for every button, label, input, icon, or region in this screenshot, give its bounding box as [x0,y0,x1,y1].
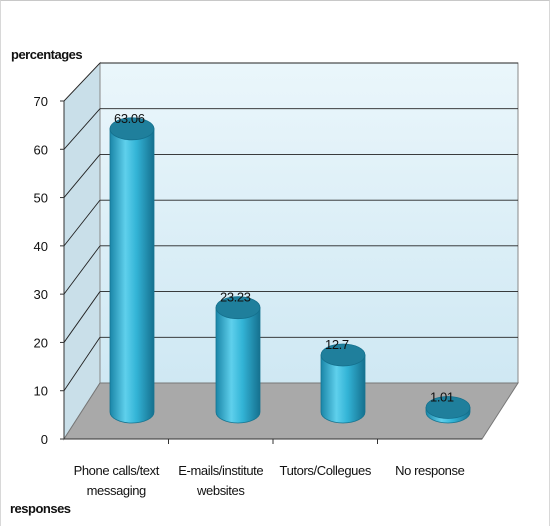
y-tick-label: 20 [34,335,48,350]
category-label: Phone calls/text [74,463,160,478]
data-label: 63.06 [114,111,145,126]
bar-body [320,354,366,424]
y-tick-label: 70 [34,94,48,109]
category-label: websites [196,483,245,498]
bar [425,396,471,424]
bar-top [215,296,261,320]
category-label: messaging [87,483,146,498]
category-label: E-mails/institute [178,463,263,478]
category-label: No response [395,463,464,478]
back-wall [99,62,519,384]
y-tick-label: 40 [34,239,48,254]
y-tick-label: 60 [34,142,48,157]
gridline-side [63,245,101,295]
y-tick-label: 50 [34,191,48,206]
bar [109,117,155,424]
bar-top [425,396,471,419]
gridline-side [63,291,101,343]
bar-top [109,117,155,141]
category-label: Tutors/Collegues [280,463,372,478]
bar-body [109,128,155,424]
y-tick-label: 30 [34,287,48,302]
bar-body [215,307,261,424]
gridline-side [63,199,101,247]
y-tick-label: 0 [41,432,48,447]
bar [320,343,366,424]
gridline-side [63,62,101,102]
gridline-side [63,154,101,198]
y-tick-label: 10 [34,384,48,399]
y-axis-title: percentages [11,47,82,62]
bar [215,296,261,424]
bar-top [320,343,366,367]
gridline-side [63,337,101,391]
data-label: 12.7 [325,337,349,352]
x-axis-title: responses [10,501,71,516]
gridline-side [63,108,101,150]
data-label: 23.23 [220,290,251,305]
data-label: 1.01 [430,389,454,404]
